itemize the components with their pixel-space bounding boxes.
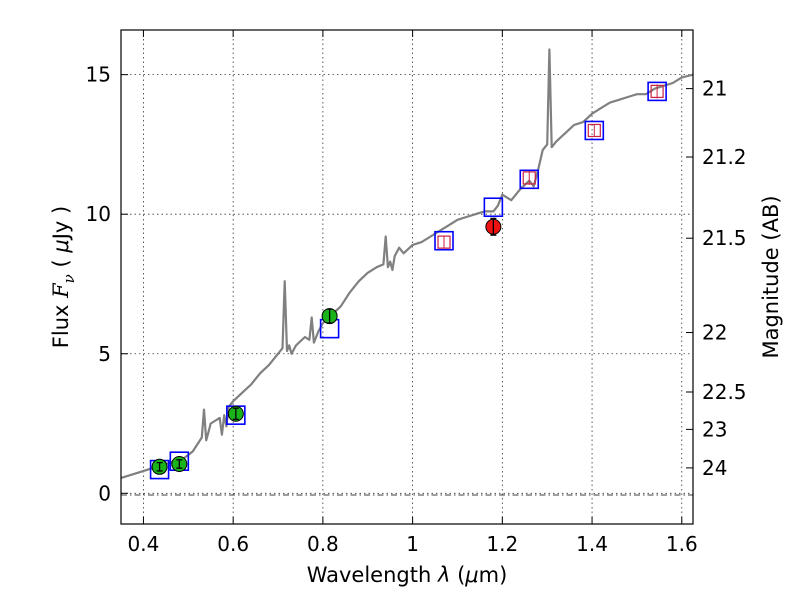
x-axis-label: Wavelength λ (μm) [307, 563, 508, 587]
y-tick-label: 0 [98, 481, 111, 505]
y-axis-label: Flux Fν ( μJy ) [49, 206, 78, 348]
right-tick-label: 24 [702, 456, 727, 480]
y-tick-label: 10 [86, 202, 111, 226]
photometry-points [149, 81, 667, 480]
x-tick-label: 1 [406, 532, 419, 556]
x-tick-label: 1.4 [576, 532, 608, 556]
x-tick-label: 0.6 [217, 532, 249, 556]
model-box [647, 81, 667, 102]
y-axis-label-right: Magnitude (AB) [759, 195, 783, 358]
x-tick-label: 1.2 [486, 532, 518, 556]
model-box [519, 169, 540, 190]
right-tick-label: 21 [702, 77, 727, 101]
y-tick-label: 5 [98, 342, 111, 366]
right-tick-label: 22.5 [702, 380, 747, 404]
grid-lines [121, 30, 693, 524]
x-tick-label: 0.4 [128, 532, 160, 556]
model-box [483, 197, 504, 218]
observed-point-open [587, 123, 601, 138]
spectrum-series [120, 48, 694, 479]
right-tick-label: 22 [702, 321, 727, 345]
model-box [434, 230, 454, 251]
right-tick-label: 23 [702, 417, 727, 441]
right-tick-label: 21.2 [702, 145, 747, 169]
model-box [584, 120, 605, 141]
x-tick-label: 1.6 [666, 532, 698, 556]
observed-point-open [437, 235, 451, 249]
spectrum-line [120, 48, 694, 479]
axis-ticks: 0.4 0.6 0.8 1 1.2 1.4 1.6 0 5 10 15 21 21.2 21.5 22 22.… [86, 30, 747, 556]
plot-frame [120, 29, 694, 525]
right-tick-label: 21.5 [702, 226, 747, 250]
y-tick-label: 15 [86, 63, 111, 87]
x-tick-label: 0.8 [307, 532, 339, 556]
